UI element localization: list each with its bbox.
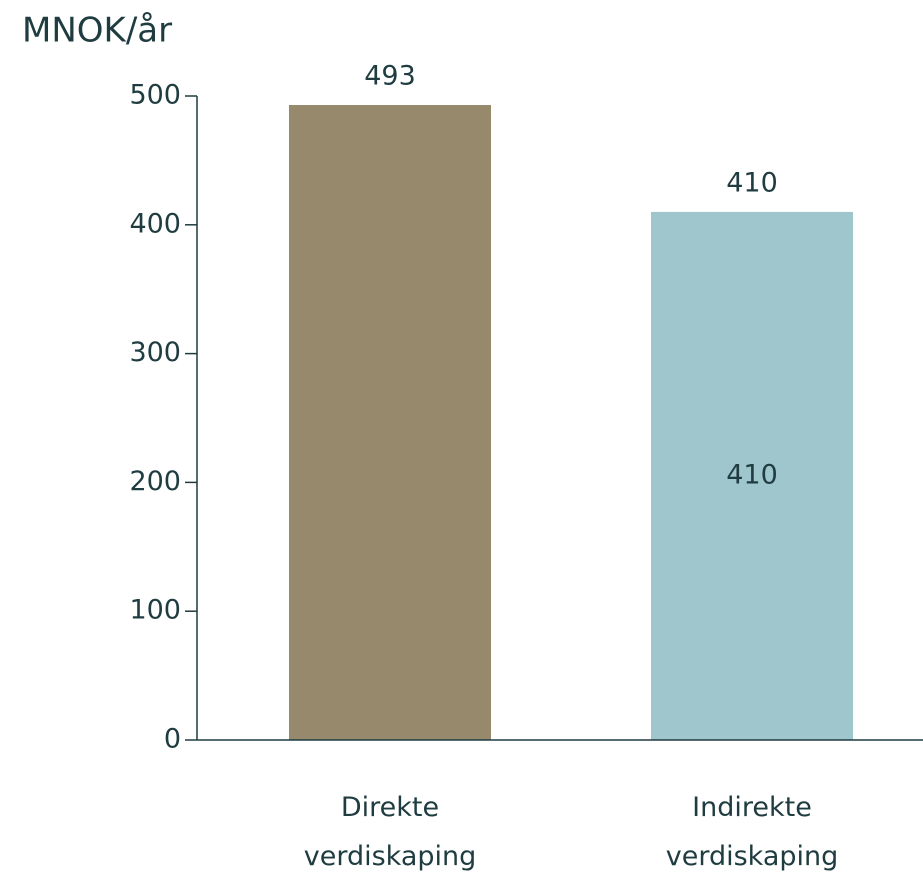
y-tick-label: 500 [129, 80, 181, 111]
y-tick-label: 400 [129, 208, 181, 239]
inner-value-label: 410 [726, 459, 778, 490]
bar [289, 105, 491, 741]
value-label: 493 [364, 61, 416, 92]
y-tick-label: 300 [129, 337, 181, 368]
y-tick-label: 200 [129, 466, 181, 497]
bar [651, 211, 853, 741]
x-tick-label: Indirekte verdiskaping [666, 792, 839, 872]
y-tick-label: 100 [129, 595, 181, 626]
y-axis-label: MNOK/år [22, 11, 172, 51]
y-tick-label: 0 [164, 724, 181, 755]
value-label: 410 [726, 167, 778, 198]
x-tick-label: Direkte verdiskaping [304, 792, 477, 872]
